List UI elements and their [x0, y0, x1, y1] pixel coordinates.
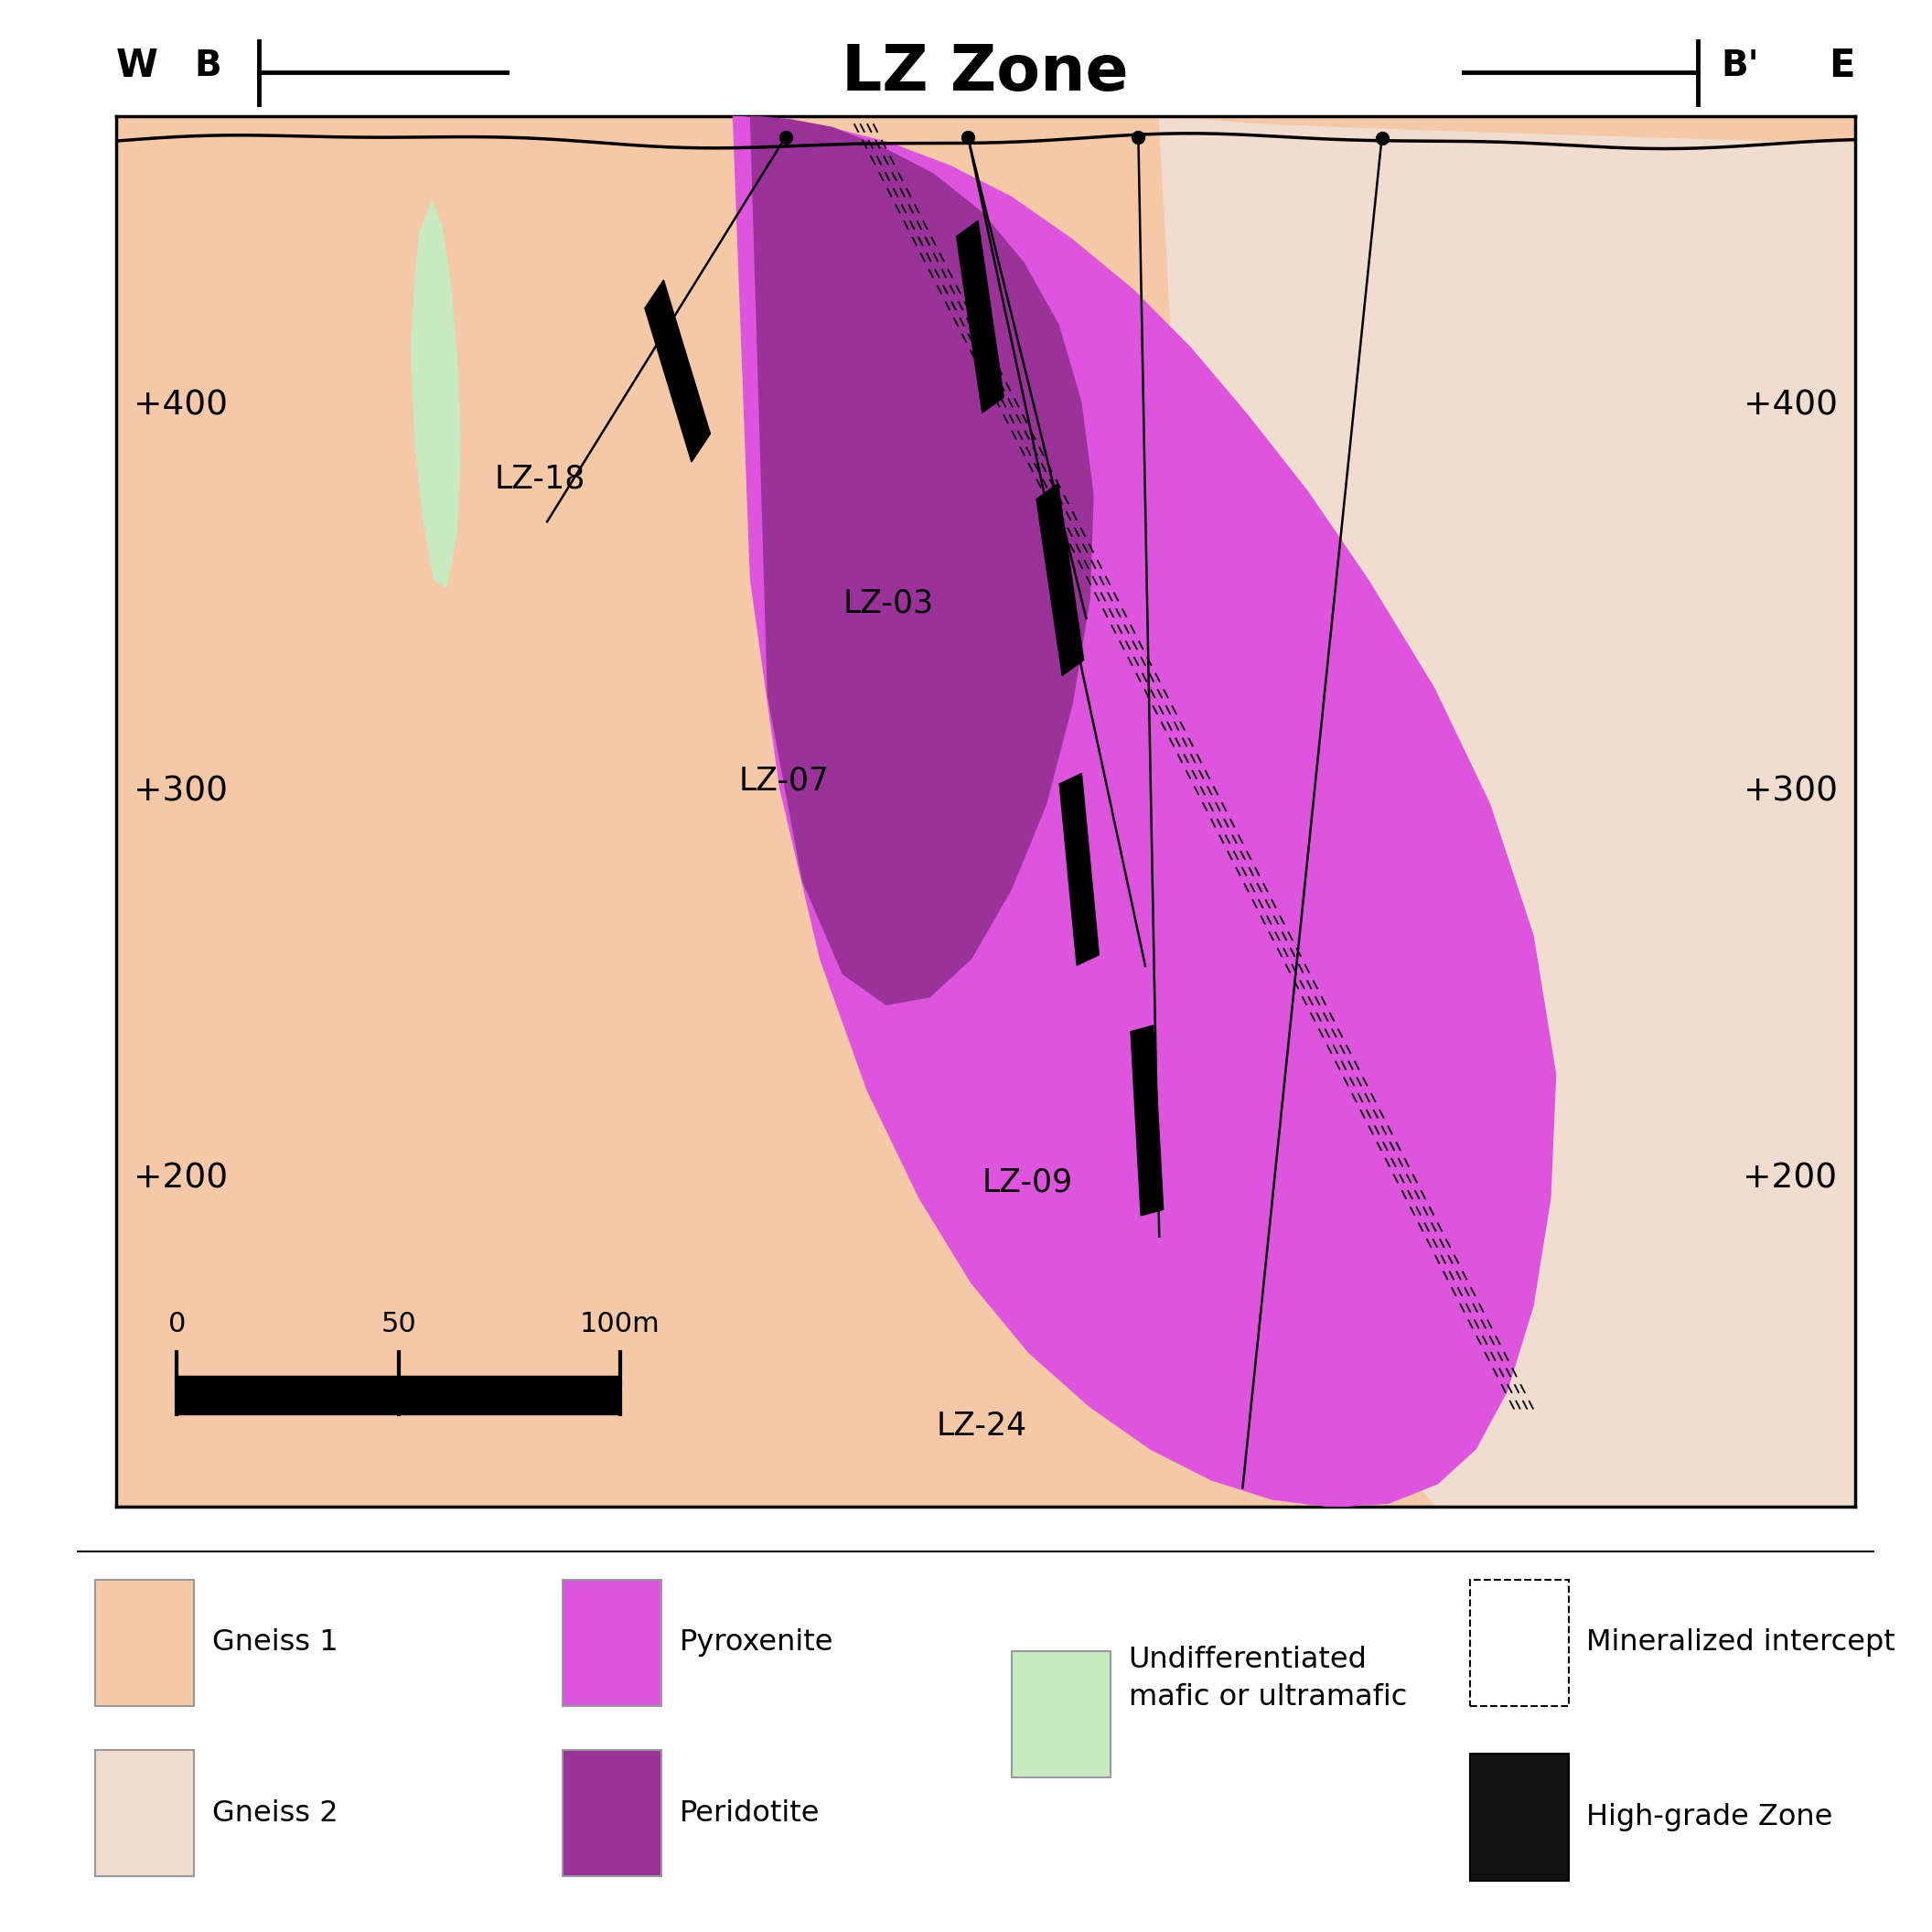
Polygon shape [412, 201, 460, 587]
Polygon shape [1059, 773, 1099, 966]
FancyBboxPatch shape [562, 1580, 661, 1706]
FancyBboxPatch shape [1012, 1650, 1111, 1777]
Text: W: W [116, 46, 158, 85]
Polygon shape [1130, 1026, 1163, 1215]
Polygon shape [956, 220, 1005, 413]
Text: B': B' [1721, 48, 1758, 83]
FancyBboxPatch shape [1470, 1580, 1569, 1706]
FancyBboxPatch shape [95, 1580, 193, 1706]
Polygon shape [178, 1376, 620, 1414]
Text: +400: +400 [1743, 388, 1837, 423]
Polygon shape [1036, 483, 1084, 676]
Text: LZ-07: LZ-07 [738, 765, 829, 796]
Text: Mineralized intercept: Mineralized intercept [1586, 1629, 1895, 1658]
Text: B: B [193, 48, 222, 83]
Polygon shape [645, 280, 711, 462]
Text: High-grade Zone: High-grade Zone [1586, 1803, 1833, 1832]
Text: +200: +200 [133, 1161, 228, 1196]
FancyBboxPatch shape [95, 1750, 193, 1876]
Text: +300: +300 [1743, 775, 1837, 810]
Text: LZ-18: LZ-18 [495, 464, 585, 495]
Text: LZ-24: LZ-24 [937, 1410, 1028, 1441]
Text: 100m: 100m [580, 1310, 661, 1337]
Polygon shape [1034, 618, 1271, 1283]
Text: LZ-09: LZ-09 [981, 1167, 1072, 1198]
FancyBboxPatch shape [1470, 1754, 1569, 1880]
Text: LZ Zone: LZ Zone [842, 43, 1128, 102]
Text: 50: 50 [381, 1310, 415, 1337]
Text: +400: +400 [133, 388, 228, 423]
FancyBboxPatch shape [562, 1750, 661, 1876]
Text: E: E [1830, 46, 1855, 85]
Text: Pyroxenite: Pyroxenite [680, 1629, 833, 1658]
Polygon shape [1159, 116, 1855, 1507]
Text: +200: +200 [1743, 1161, 1837, 1196]
Polygon shape [750, 116, 1094, 1005]
Polygon shape [734, 116, 1555, 1507]
Text: Gneiss 1: Gneiss 1 [213, 1629, 338, 1658]
Text: +300: +300 [133, 775, 228, 810]
Text: 0: 0 [168, 1310, 185, 1337]
Text: LZ-03: LZ-03 [842, 587, 933, 618]
Text: Undifferentiated
mafic or ultramafic: Undifferentiated mafic or ultramafic [1128, 1646, 1406, 1712]
Text: Gneiss 2: Gneiss 2 [213, 1799, 338, 1828]
Text: Peridotite: Peridotite [680, 1799, 819, 1828]
